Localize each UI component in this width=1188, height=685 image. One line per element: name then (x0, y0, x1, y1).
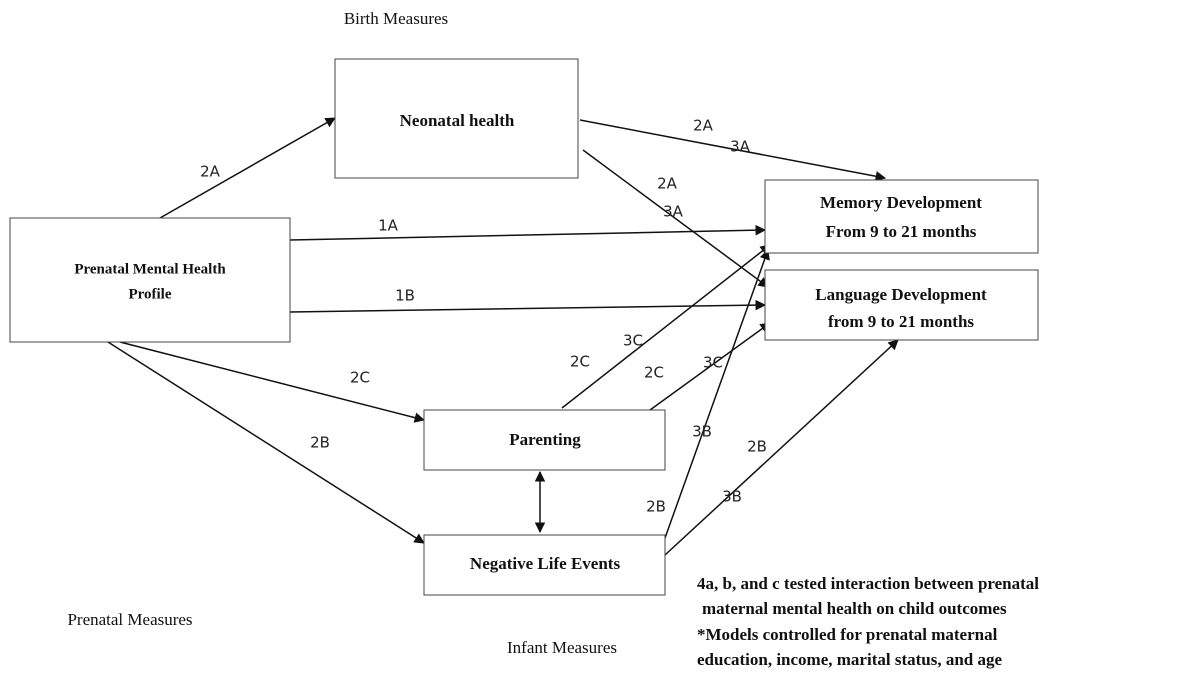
node-box (9, 217, 291, 343)
edges (107, 117, 899, 556)
edge-label: 3C (623, 332, 643, 350)
node-label: from 9 to 21 months (828, 312, 974, 331)
nodes: Neonatal health Prenatal Mental Health P… (9, 58, 1039, 596)
edge-label: 2A (693, 117, 714, 135)
edge-label: 3C (703, 354, 723, 372)
edge (119, 341, 426, 423)
edge (664, 249, 770, 539)
edge-label: 2B (646, 498, 666, 516)
edge-label: 2A (657, 175, 678, 193)
node-label: Prenatal Mental Health (74, 261, 226, 277)
edge (582, 149, 769, 288)
node-box (764, 179, 1039, 254)
edge (579, 119, 887, 182)
edge-label: 3A (730, 138, 751, 156)
edge-label: 2A (200, 163, 221, 181)
node-label: Parenting (509, 430, 581, 449)
node-label: Profile (128, 286, 171, 302)
note: maternal mental health on child outcomes (702, 599, 1007, 618)
node-label: Language Development (815, 285, 987, 304)
edge (664, 339, 899, 556)
note: *Models controlled for prenatal maternal (697, 625, 998, 644)
edge-label: 1A (378, 217, 399, 235)
edge-label: 2B (310, 434, 330, 452)
node-box (423, 534, 666, 596)
edge-label: 2B (747, 438, 767, 456)
section-label: Infant Measures (507, 638, 617, 657)
edge-label: 3B (692, 423, 712, 441)
section-label: Prenatal Measures (67, 610, 192, 629)
node-label: Neonatal health (400, 111, 515, 130)
edge-label: 2C (350, 369, 370, 387)
note: education, income, marital status, and a… (697, 650, 1003, 669)
notes: 4a, b, and c tested interaction between … (697, 574, 1039, 669)
edge (289, 224, 767, 241)
edge-label: 1B (395, 287, 415, 305)
node-box (764, 269, 1039, 341)
edge (289, 299, 767, 313)
edge-label: 2C (570, 353, 590, 371)
edge-label: 3B (722, 488, 742, 506)
node-box (423, 409, 666, 471)
section-labels: Birth Measures Prenatal Measures Infant … (67, 9, 617, 657)
node-box (334, 58, 579, 179)
note: 4a, b, and c tested interaction between … (697, 574, 1039, 593)
edge (159, 117, 336, 219)
edge (561, 244, 771, 409)
edge (107, 341, 425, 544)
section-label: Birth Measures (344, 9, 448, 28)
edge (649, 322, 771, 411)
edge-label: 2C (644, 364, 664, 382)
node-label: From 9 to 21 months (826, 222, 977, 241)
node-label: Negative Life Events (470, 554, 621, 573)
node-label: Memory Development (820, 193, 982, 212)
edge-label: 3A (663, 203, 684, 221)
edge-labels: 2A 1A 1B 2C 2B 2A 3A 2A 3A 2C 3C 2C 3C 3… (200, 117, 767, 516)
